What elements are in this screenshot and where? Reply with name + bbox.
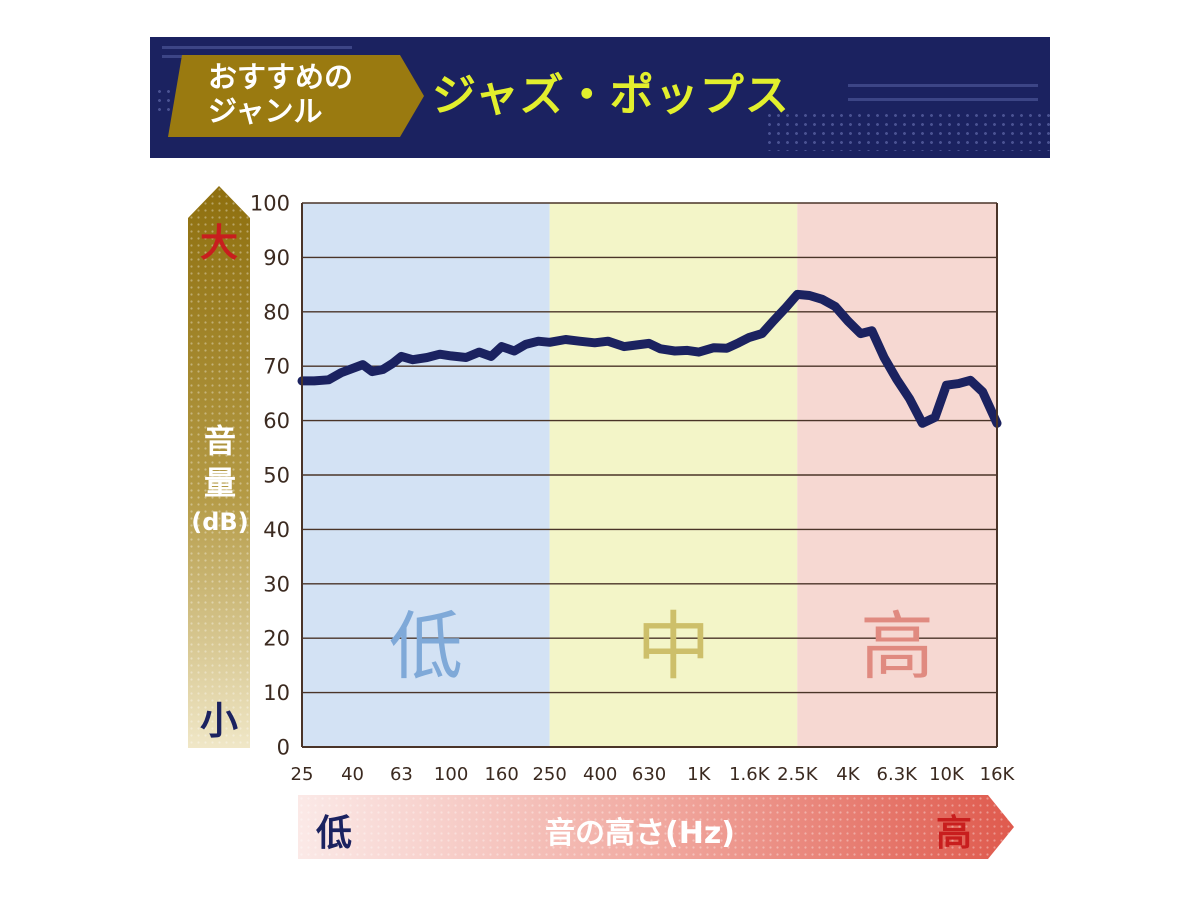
pitch-axis-label: 音の高さ(Hz) <box>545 816 735 851</box>
volume-label-char1: 音 <box>203 422 236 460</box>
volume-high-label: 大 <box>200 221 239 265</box>
volume-unit: (dB) <box>191 508 249 536</box>
x-tick-10K: 10K <box>929 764 965 785</box>
y-tick-80: 80 <box>263 300 290 324</box>
y-tick-10: 10 <box>263 681 290 705</box>
genre-title: ジャズ・ポップス <box>432 70 790 121</box>
y-tick-40: 40 <box>263 518 290 542</box>
tag-label-line2: ジャンル <box>208 94 323 128</box>
x-tick-100: 100 <box>434 764 468 785</box>
y-tick-50: 50 <box>263 464 290 488</box>
x-tick-labels: 25 40 63 100 160 250 400 630 1K 1.6K 2.5K 4K 6.3K 10K… <box>291 764 1016 785</box>
volume-label-char2: 量 <box>203 464 236 502</box>
x-tick-1K: 1K <box>687 764 711 785</box>
y-tick-labels: 0 10 20 30 40 50 60 70 80 90 100 <box>250 192 290 760</box>
volume-low-label: 小 <box>200 699 239 743</box>
x-tick-1.6K: 1.6K <box>729 764 771 785</box>
y-tick-20: 20 <box>263 627 290 651</box>
x-tick-16K: 16K <box>980 764 1016 785</box>
band-labels: 低中高 <box>389 604 934 690</box>
pitch-high-label: 高 <box>936 813 973 854</box>
y-tick-70: 70 <box>263 355 290 379</box>
y-tick-30: 30 <box>263 572 290 596</box>
x-tick-630: 630 <box>632 764 666 785</box>
series-line-0 <box>297 289 1002 428</box>
x-tick-25: 25 <box>291 764 314 785</box>
y-tick-90: 90 <box>263 246 290 270</box>
axes <box>301 203 998 748</box>
x-tick-4K: 4K <box>836 764 860 785</box>
y-tick-0: 0 <box>277 736 290 760</box>
x-tick-400: 400 <box>583 764 617 785</box>
volume-axis-arrow <box>188 186 250 748</box>
x-tick-63: 63 <box>390 764 413 785</box>
y-tick-60: 60 <box>263 409 290 433</box>
x-tick-40: 40 <box>341 764 364 785</box>
y-tick-100: 100 <box>250 192 290 216</box>
grid-lines <box>302 202 997 748</box>
band-label-1: 中 <box>637 604 711 690</box>
band-label-0: 低 <box>389 604 463 690</box>
x-tick-2.5K: 2.5K <box>777 764 819 785</box>
x-tick-6.3K: 6.3K <box>877 764 919 785</box>
series-line-group <box>297 289 1002 428</box>
recommended-genre-tag <box>168 55 424 137</box>
x-tick-250: 250 <box>532 764 566 785</box>
pitch-axis-arrow <box>298 795 1014 859</box>
tag-label-line1: おすすめの <box>208 60 354 94</box>
x-tick-160: 160 <box>484 764 518 785</box>
recommended-genre-label: おすすめの ジャンル <box>208 60 398 128</box>
volume-axis-label: 音 量 (dB) <box>190 420 250 540</box>
band-label-2: 高 <box>860 604 934 690</box>
pitch-low-label: 低 <box>316 813 353 854</box>
